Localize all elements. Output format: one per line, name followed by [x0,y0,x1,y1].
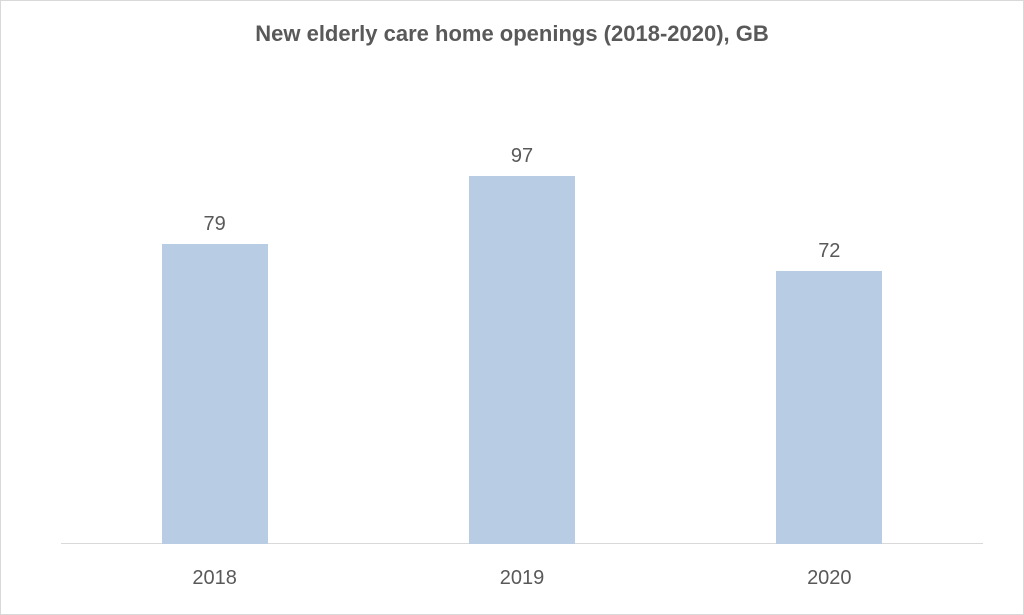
x-label-2018: 2018 [61,567,368,590]
x-label-2019: 2019 [368,567,675,590]
chart-frame: New elderly care home openings (2018-202… [0,0,1024,615]
bar-slot-2020: 72 [676,91,983,544]
plot-area: 79 97 72 [61,91,983,544]
bar-2019 [469,176,575,544]
value-label-2019: 97 [511,145,533,168]
value-label-2020: 72 [818,240,840,263]
x-axis-labels: 2018 2019 2020 [61,567,983,590]
bar-slot-2018: 79 [61,91,368,544]
bar-2020 [776,271,882,544]
chart-title: New elderly care home openings (2018-202… [1,21,1023,47]
bars-container: 79 97 72 [61,91,983,544]
bar-slot-2019: 97 [368,91,675,544]
bar-2018 [162,244,268,544]
x-label-2020: 2020 [676,567,983,590]
value-label-2018: 79 [204,213,226,236]
